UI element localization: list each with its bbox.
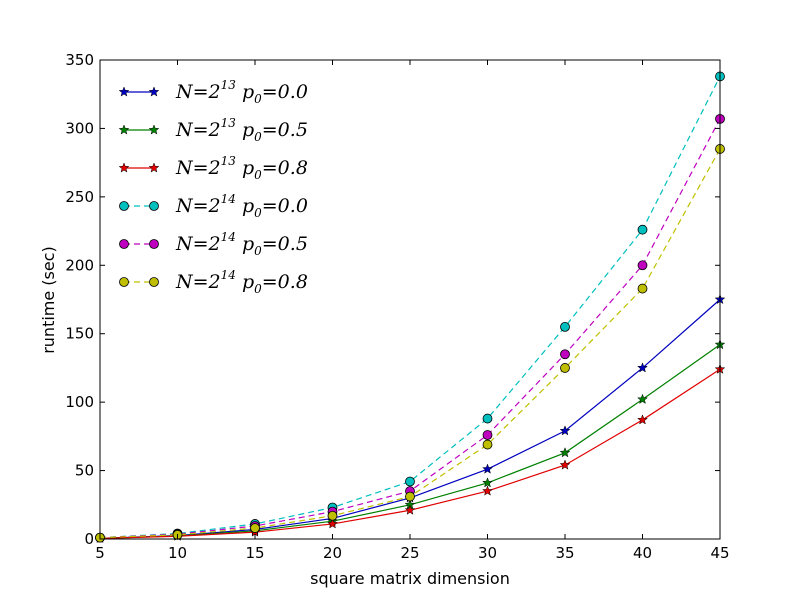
legend-marker — [148, 86, 160, 97]
legend-label: N=214 p0=0.8 — [175, 268, 308, 296]
x-axis-label: square matrix dimension — [310, 569, 510, 588]
legend-marker — [118, 124, 130, 135]
y-tick-label: 0 — [84, 530, 94, 548]
data-point — [250, 523, 260, 533]
legend-label: N=213 p0=0.5 — [175, 116, 308, 144]
legend-entry-1: N=213 p0=0.0 — [118, 78, 308, 106]
y-tick-label: 200 — [65, 256, 94, 274]
data-point — [560, 349, 570, 360]
data-point — [482, 485, 493, 496]
x-tick-label: 40 — [633, 544, 652, 562]
data-point — [637, 414, 648, 425]
data-point — [405, 476, 415, 487]
legend-entry-6: N=214 p0=0.8 — [119, 268, 308, 296]
data-point — [482, 430, 493, 440]
y-tick-label: 250 — [65, 188, 94, 206]
legend: N=213 p0=0.0 N=213 p0=0.5 N=213 p0=0.8 N=21… — [118, 78, 308, 296]
series-line — [99, 368, 721, 539]
data-point — [482, 463, 493, 474]
x-tick-label: 25 — [400, 544, 419, 562]
series-4 — [95, 71, 725, 543]
y-tick-label: 100 — [65, 393, 94, 411]
data-point — [559, 459, 571, 470]
x-tick-label: 30 — [478, 544, 497, 562]
x-tick-label: 15 — [245, 544, 264, 562]
legend-marker — [119, 201, 129, 211]
y-tick-label: 150 — [65, 325, 94, 343]
data-point — [405, 491, 415, 502]
data-point — [482, 413, 493, 424]
data-point — [482, 439, 493, 450]
data-point — [559, 447, 571, 458]
legend-label: N=214 p0=0.0 — [175, 192, 308, 220]
series-line — [99, 76, 721, 539]
legend-entry-4: N=214 p0=0.0 — [119, 192, 308, 220]
x-tick-label: 20 — [323, 544, 342, 562]
data-point — [637, 283, 648, 294]
x-tick-label: 45 — [710, 544, 729, 562]
data-point — [637, 260, 648, 271]
ticks-layer: 5 10 15 20 25 30 35 40 45 0 50 100 150 200 250 300 350 — [65, 51, 729, 562]
legend-label: N=214 p0=0.5 — [175, 230, 308, 258]
legend-entry-3: N=213 p0=0.8 — [118, 154, 308, 182]
legend-marker — [149, 239, 159, 249]
legend-label: N=213 p0=0.8 — [175, 154, 308, 182]
x-tick-label: 35 — [555, 544, 574, 562]
data-point — [559, 425, 571, 436]
y-tick-label: 50 — [75, 462, 94, 480]
legend-label: N=213 p0=0.0 — [175, 78, 308, 106]
data-point — [560, 321, 570, 332]
legend-marker — [149, 277, 159, 287]
data-point — [327, 510, 338, 521]
y-tick-label: 300 — [65, 119, 94, 137]
legend-marker — [118, 86, 130, 97]
series-3 — [94, 363, 726, 543]
series-layer — [94, 71, 726, 543]
legend-entry-2: N=213 p0=0.5 — [118, 116, 308, 144]
data-point — [327, 518, 338, 529]
legend-marker — [119, 277, 129, 287]
legend-entry-5: N=214 p0=0.5 — [119, 230, 308, 258]
data-point — [560, 363, 570, 373]
data-point — [637, 362, 648, 373]
legend-marker — [149, 201, 159, 211]
data-point — [482, 477, 493, 488]
data-point — [637, 224, 648, 235]
x-tick-label: 10 — [168, 544, 187, 562]
legend-marker — [119, 239, 129, 249]
x-tick-label: 5 — [95, 544, 105, 562]
series-line — [99, 118, 721, 539]
y-tick-label: 350 — [65, 51, 94, 69]
legend-marker — [148, 124, 160, 135]
y-axis-label: runtime (sec) — [39, 246, 58, 354]
legend-marker — [148, 162, 160, 173]
data-point — [404, 504, 416, 515]
data-point — [637, 393, 648, 405]
legend-marker — [118, 162, 130, 173]
